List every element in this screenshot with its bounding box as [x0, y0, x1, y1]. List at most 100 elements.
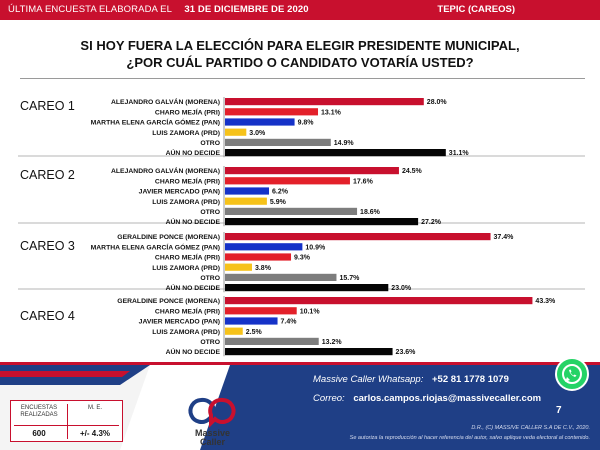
bar-value: 5.9% — [270, 199, 287, 206]
bar-label: AÚN NO DECIDE — [166, 283, 221, 292]
bar-value: 2.5% — [246, 329, 263, 336]
careo-label: CAREO 4 — [20, 309, 75, 323]
bar — [225, 108, 319, 116]
bar-label: ALEJANDRO GALVÁN (MORENA) — [111, 97, 220, 106]
bar-value: 3.0% — [249, 130, 266, 137]
bar-label: CHARO MEJÍA (PRI) — [155, 107, 220, 116]
logo-mark-icon — [188, 397, 236, 428]
me-header: M. E. — [87, 405, 102, 411]
bar-chart: CAREO 1 ALEJANDRO GALVÁN (MORENA) 28.0% CHA… — [18, 97, 585, 357]
chart-title: SI HOY FUERA LA ELECCIÓN PARA ELEGIR PRE… — [60, 37, 540, 71]
header-location: TEPIC (CAREOS) — [437, 4, 515, 15]
header-date: 31 DE DICIEMBRE DE 2020 — [184, 4, 309, 15]
bar-label: LUIS ZAMORA (PRD) — [152, 130, 220, 137]
bar-value: 23.0% — [391, 285, 412, 292]
bar-label: OTRO — [200, 209, 220, 216]
bar-value: 7.4% — [281, 319, 298, 326]
bar-value: 24.5% — [402, 168, 423, 175]
massive-caller-logo: Massive Caller — [185, 392, 240, 447]
bar-value: 28.0% — [427, 99, 448, 106]
bar — [225, 243, 303, 251]
bar-label: OTRO — [200, 339, 220, 346]
email-address[interactable]: carlos.campos.riojas@massivecaller.com — [353, 393, 542, 404]
title-line-2: ¿POR CUÁL PARTIDO O CANDIDATO VOTARÍA US… — [126, 55, 474, 70]
bar-value: 10.1% — [300, 308, 321, 315]
brand-name: Massive Caller — [185, 429, 240, 447]
bar-label: CHARO MEJÍA (PRI) — [155, 176, 220, 185]
bar-value: 31.1% — [449, 150, 470, 157]
page-number: 7 — [556, 405, 562, 416]
bar-label: LUIS ZAMORA (PRD) — [152, 199, 220, 206]
bar-value: 9.8% — [298, 120, 315, 127]
bar — [225, 128, 247, 136]
whatsapp-icon[interactable] — [555, 357, 589, 391]
bar-value: 14.9% — [334, 140, 355, 147]
bar — [225, 317, 278, 325]
footer-blue-panel — [180, 362, 600, 450]
bar — [225, 307, 297, 315]
bar — [225, 337, 319, 345]
sample-value: 600 — [32, 429, 46, 438]
header-left-text: ÚLTIMA ENCUESTA ELABORADA EL — [8, 4, 172, 15]
careo-label: CAREO 2 — [20, 168, 75, 182]
whatsapp-label: Massive Caller Whatsapp: — [313, 374, 424, 385]
survey-stats: ENCUESTAS REALIZADAS M. E. 600 +/- 4.3% — [10, 400, 123, 442]
bar-value: 23.6% — [396, 349, 417, 356]
careo-label: CAREO 3 — [20, 239, 75, 253]
bar — [225, 118, 295, 126]
bar-label: JAVIER MERCADO (PAN) — [139, 189, 220, 196]
bar — [225, 273, 337, 281]
bar-label: CHARO MEJÍA (PRI) — [155, 306, 220, 315]
bar — [225, 348, 393, 356]
title-line-1: SI HOY FUERA LA ELECCIÓN PARA ELEGIR PRE… — [80, 38, 520, 53]
bar — [225, 149, 446, 157]
bar-value: 15.7% — [339, 275, 360, 282]
bar-value: 3.8% — [255, 265, 272, 272]
bar-label: GERALDINE PONCE (MORENA) — [117, 234, 220, 241]
email-contact: Correo: carlos.campos.riojas@massivecall… — [313, 393, 541, 404]
bar — [225, 233, 491, 241]
bar — [225, 98, 424, 106]
brand-line-2: Caller — [199, 437, 225, 447]
bar-label: LUIS ZAMORA (PRD) — [152, 329, 220, 336]
bar — [225, 177, 350, 185]
bar-value: 17.6% — [353, 178, 374, 185]
bar-label: JAVIER MERCADO (PAN) — [139, 319, 220, 326]
bar — [225, 263, 252, 271]
bar-label: GERALDINE PONCE (MORENA) — [117, 298, 220, 305]
bar-label: AÚN NO DECIDE — [166, 217, 221, 226]
bar-label: OTRO — [200, 140, 220, 147]
bar-value: 43.3% — [535, 298, 556, 305]
bar-value: 27.2% — [421, 219, 442, 226]
bar-label: CHARO MEJÍA (PRI) — [155, 253, 220, 262]
bar — [225, 207, 358, 215]
bar-label: AÚN NO DECIDE — [166, 347, 221, 356]
header-left: ÚLTIMA ENCUESTA ELABORADA EL 31 DE DICIE… — [8, 4, 309, 15]
bar-label: MARTHA ELENA GARCÍA GÓMEZ (PAN) — [91, 118, 220, 127]
header-bar: ÚLTIMA ENCUESTA ELABORADA EL 31 DE DICIE… — [0, 0, 600, 20]
bar-label: MARTHA ELENA GARCÍA GÓMEZ (PAN) — [91, 242, 220, 251]
bar — [225, 284, 389, 292]
bar — [225, 297, 533, 305]
bar — [225, 187, 270, 195]
footer-decoration — [0, 365, 230, 450]
bar — [225, 253, 292, 261]
copyright-text: D.R., (C) MASSIVE CALLER S.A DE C.V., 20… — [471, 425, 590, 431]
bar — [225, 138, 331, 146]
bar — [225, 167, 399, 175]
bar-value: 13.1% — [321, 109, 342, 116]
bar-value: 9.3% — [294, 255, 311, 262]
sample-header: ENCUESTAS REALIZADAS — [20, 405, 58, 418]
bar — [225, 218, 419, 226]
bar — [225, 197, 267, 205]
bar-label: ALEJANDRO GALVÁN (MORENA) — [111, 166, 220, 175]
bar-value: 37.4% — [494, 234, 515, 241]
stats-rule — [14, 425, 119, 426]
bar-value: 18.6% — [360, 209, 381, 216]
bar-label: AÚN NO DECIDE — [166, 148, 221, 157]
me-value: +/- 4.3% — [79, 429, 110, 438]
whatsapp-number[interactable]: +52 81 1778 1079 — [432, 374, 509, 385]
bar-value: 13.2% — [322, 339, 343, 346]
careo-label: CAREO 1 — [20, 99, 75, 113]
bar-label: OTRO — [200, 275, 220, 282]
